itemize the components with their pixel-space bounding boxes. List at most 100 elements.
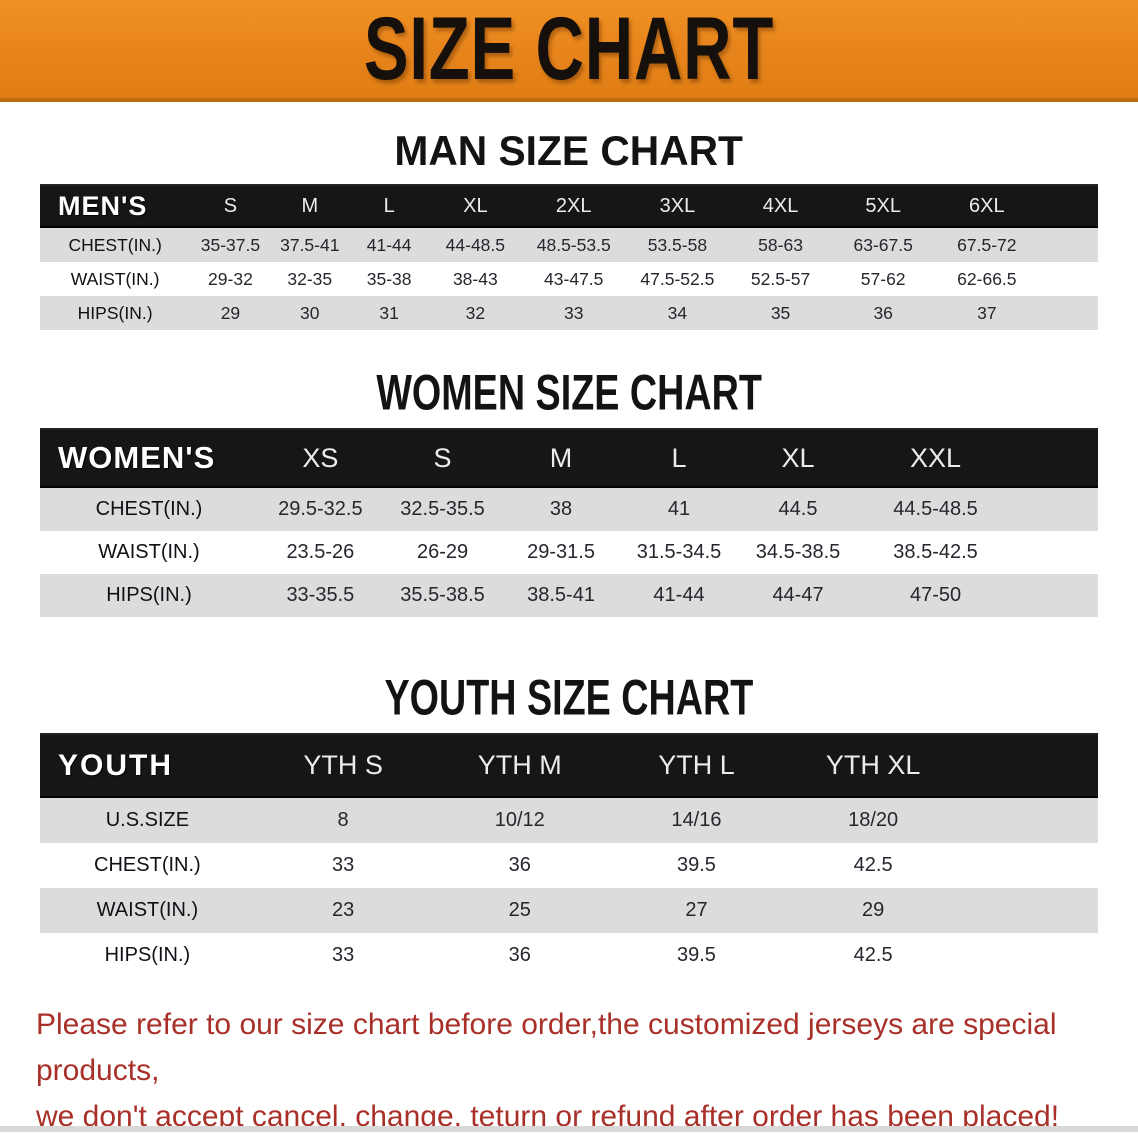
size-value-cell: 44-48.5 (445, 234, 506, 255)
size-column-header: 2XL (521, 184, 627, 228)
size-chart-banner: SIZE CHART (0, 0, 1138, 102)
youth-section-heading: YOUTH SIZE CHART (0, 668, 1138, 733)
size-value-cell: 35 (770, 302, 791, 323)
youth-size-table: YOUTH YTH S YTH M YTH L YTH XL U.S.SIZE 8 10/12… (40, 733, 1098, 978)
measurement-row: CHEST(IN.) 33 36 39.5 42.5 (40, 843, 1098, 888)
table-corner-label: YOUTH (40, 733, 255, 798)
size-value-cell: 33-35.5 (286, 584, 355, 606)
size-value-cell: 29.5-32.5 (278, 498, 363, 520)
man-section-heading-text: MAN SIZE CHART (394, 127, 744, 174)
row-filler-cell (961, 798, 1098, 843)
size-value-cell: 29-32 (208, 268, 253, 289)
measurement-row: U.S.SIZE 8 10/12 14/16 18/20 (40, 798, 1098, 843)
row-filler-cell (961, 843, 1098, 888)
row-filler-cell (1040, 262, 1098, 296)
size-column-header: L (619, 428, 739, 488)
size-value-cell: 23.5-26 (286, 541, 355, 563)
size-value-cell: 33 (563, 302, 584, 323)
size-column-header: YTH XL (784, 733, 962, 798)
youth-section-heading-text: YOUTH SIZE CHART (384, 668, 754, 726)
size-value-cell: 18/20 (848, 809, 899, 831)
measurement-row-label: HIPS(IN.) (104, 944, 191, 966)
men-size-table: MEN'S S M L XL 2XL 3XL 4XL 5XL 6XL CHEST(IN.) 35-37… (40, 184, 1098, 330)
size-value-cell: 41 (667, 498, 691, 520)
size-value-cell: 41-44 (366, 234, 412, 255)
size-value-cell: 14/16 (671, 809, 722, 831)
size-value-cell: 62-66.5 (957, 268, 1017, 289)
size-value-cell: 48.5-53.5 (536, 234, 611, 255)
measurement-row: WAIST(IN.) 29-32 32-35 35-38 38-43 43-47.5 47.… (40, 262, 1098, 296)
size-value-cell: 44-47 (772, 584, 824, 606)
size-value-cell: 35.5-38.5 (400, 584, 485, 606)
size-value-cell: 52.5-57 (750, 268, 811, 289)
table-corner-label: WOMEN'S (40, 428, 258, 488)
size-header-row: MEN'S S M L XL 2XL 3XL 4XL 5XL 6XL (40, 184, 1098, 228)
size-value-cell: 35-38 (366, 268, 412, 289)
size-column-header: XXL (857, 428, 1014, 488)
size-value-cell: 53.5-58 (647, 234, 708, 255)
measurement-row-label: CHEST(IN.) (68, 234, 162, 255)
size-column-header: XS (257, 428, 383, 488)
size-value-cell: 38.5-41 (527, 584, 595, 606)
size-value-cell: 32 (465, 302, 486, 323)
size-column-header: 4XL (728, 184, 833, 228)
size-column-header: M (502, 428, 620, 488)
measurement-row-label: HIPS(IN.) (77, 302, 153, 323)
size-value-cell: 34 (667, 302, 688, 323)
row-filler-cell (1013, 531, 1098, 574)
size-column-header: 3XL (626, 184, 729, 228)
row-filler-cell (961, 933, 1098, 978)
size-value-cell: 63-67.5 (853, 234, 913, 255)
size-header-row: YOUTH YTH S YTH M YTH L YTH XL (40, 733, 1098, 798)
measurement-row: WAIST(IN.) 23.5-26 26-29 29-31.5 31.5-34.5 34… (40, 531, 1098, 574)
header-filler-cell (1039, 184, 1098, 228)
size-value-cell: 23 (331, 899, 355, 921)
size-column-header: 5XL (832, 184, 934, 228)
size-value-cell: 29 (862, 899, 885, 921)
size-column-header: YTH S (254, 733, 432, 798)
size-value-cell: 47-50 (909, 584, 962, 606)
size-value-cell: 31.5-34.5 (636, 541, 722, 563)
size-value-cell: 39.5 (676, 854, 716, 876)
measurement-row: HIPS(IN.) 29 30 31 32 33 34 35 36 37 (40, 296, 1098, 330)
row-filler-cell (1013, 574, 1098, 617)
size-value-cell: 29 (220, 302, 241, 323)
size-column-header: YTH M (431, 733, 609, 798)
size-value-cell: 36 (873, 302, 893, 323)
size-value-cell: 34.5-38.5 (755, 541, 841, 563)
disclaimer-line-2: we don't accept cancel, change, teturn o… (36, 1100, 1060, 1133)
size-column-header: YTH L (608, 733, 785, 798)
size-column-header: XL (738, 428, 858, 488)
table-corner-label: MEN'S (40, 184, 191, 228)
size-header-row: WOMEN'S XS S M L XL XXL (40, 428, 1098, 488)
banner-title: SIZE CHART (363, 0, 775, 99)
size-value-cell: 35-37.5 (200, 234, 261, 255)
size-value-cell: 42.5 (853, 944, 893, 966)
bottom-divider (0, 1126, 1138, 1132)
row-filler-cell (1013, 488, 1098, 531)
measurement-row: HIPS(IN.) 33-35.5 35.5-38.5 38.5-41 41-44 44-… (40, 574, 1098, 617)
size-value-cell: 36 (508, 854, 531, 876)
measurement-row: CHEST(IN.) 29.5-32.5 32.5-35.5 38 41 44.5 44.5… (40, 488, 1098, 531)
row-filler-cell (1040, 296, 1098, 330)
size-value-cell: 36 (508, 944, 531, 966)
women-size-table: WOMEN'S XS S M L XL XXL CHEST(IN.) 29.5-32.5 32.5… (40, 428, 1098, 617)
size-value-cell: 38 (549, 498, 573, 520)
size-value-cell: 39.5 (676, 944, 716, 966)
size-column-header: S (190, 184, 271, 228)
size-value-cell: 30 (300, 302, 320, 323)
size-column-header: M (270, 184, 349, 228)
measurement-row-label: HIPS(IN.) (106, 584, 192, 606)
disclaimer-line-1: Please refer to our size chart before or… (36, 1008, 1057, 1087)
measurement-row-label: CHEST(IN.) (95, 498, 203, 520)
row-filler-cell (1040, 228, 1098, 262)
size-value-cell: 25 (508, 899, 531, 921)
size-value-cell: 38.5-42.5 (893, 541, 978, 563)
size-value-cell: 42.5 (853, 854, 893, 876)
size-value-cell: 67.5-72 (957, 234, 1017, 255)
women-section-heading-text: WOMEN SIZE CHART (376, 363, 762, 421)
size-value-cell: 41-44 (653, 584, 705, 606)
size-column-header: L (348, 184, 430, 228)
disclaimer-text: Please refer to our size chart before or… (0, 1002, 1138, 1140)
size-value-cell: 33 (331, 854, 355, 876)
